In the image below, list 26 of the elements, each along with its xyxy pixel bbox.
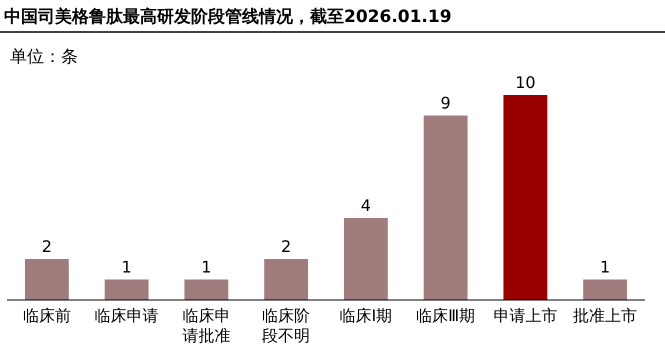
x-tick-label: 申请上市 — [493, 306, 558, 325]
bar — [24, 259, 69, 300]
x-tick-label: 临床Ⅰ期 — [340, 306, 392, 325]
chart-title: 中国司美格鲁肽最高研发阶段管线情况，截至2026.01.19 — [4, 7, 452, 27]
x-tick-label: 批准上市 — [573, 306, 638, 325]
data-label: 2 — [42, 237, 52, 256]
bar — [344, 218, 388, 300]
data-label: 10 — [515, 73, 536, 92]
data-label: 1 — [201, 258, 212, 276]
bar — [184, 280, 228, 300]
x-tick-label: 临床阶段不明 — [262, 306, 310, 345]
bar — [503, 95, 548, 300]
data-label: 9 — [440, 94, 451, 112]
data-label: 1 — [122, 258, 132, 276]
data-label: 2 — [281, 237, 292, 256]
bar — [424, 116, 468, 300]
data-label: 1 — [600, 258, 610, 276]
x-tick-label: 临床Ⅲ期 — [416, 306, 476, 325]
data-label: 4 — [360, 196, 371, 215]
x-tick-label: 临床申请 — [94, 306, 159, 325]
bar — [104, 280, 149, 300]
x-tick-label: 临床申请批准 — [182, 306, 230, 345]
x-tick-label: 临床前 — [22, 306, 71, 325]
bar — [264, 259, 308, 300]
chart-subtitle: 单位：条 — [10, 47, 78, 67]
bar — [583, 280, 628, 300]
